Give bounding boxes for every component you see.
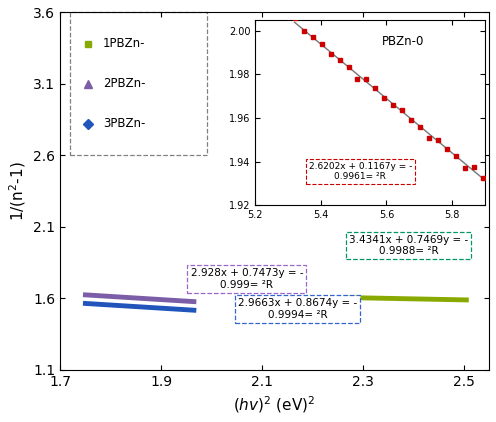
Text: 3.4341x + 0.7469y = -
0.9988= ²R: 3.4341x + 0.7469y = - 0.9988= ²R — [349, 235, 468, 256]
Text: 2.9663x + 0.8674y = -
0.9994= ²R: 2.9663x + 0.8674y = - 0.9994= ²R — [238, 298, 357, 320]
Text: 1PBZn-: 1PBZn- — [103, 38, 145, 50]
X-axis label: $(hv)^2$ (eV)$^2$: $(hv)^2$ (eV)$^2$ — [234, 394, 316, 415]
Bar — [70, 12, 206, 155]
Text: 2PBZn-: 2PBZn- — [103, 78, 145, 90]
Text: 2.928x + 0.7473y = -
0.999= ²R: 2.928x + 0.7473y = - 0.999= ²R — [190, 268, 303, 290]
Text: 3PBZn-: 3PBZn- — [103, 117, 145, 130]
Y-axis label: 1/(n$^2$-1): 1/(n$^2$-1) — [7, 161, 28, 221]
